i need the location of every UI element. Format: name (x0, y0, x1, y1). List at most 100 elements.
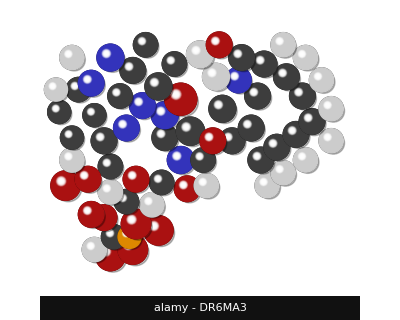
Circle shape (124, 231, 128, 236)
Circle shape (60, 180, 62, 182)
Circle shape (234, 50, 249, 65)
Circle shape (60, 180, 71, 191)
Circle shape (134, 222, 138, 226)
Circle shape (288, 126, 296, 135)
Circle shape (48, 100, 71, 124)
Circle shape (122, 197, 124, 199)
Circle shape (236, 52, 240, 56)
Circle shape (327, 137, 328, 138)
Circle shape (206, 68, 226, 86)
Circle shape (173, 152, 189, 168)
Circle shape (116, 92, 124, 100)
Circle shape (122, 239, 143, 260)
Circle shape (176, 155, 186, 165)
Circle shape (118, 235, 148, 264)
Circle shape (65, 153, 72, 159)
Circle shape (78, 70, 104, 96)
Circle shape (172, 151, 190, 169)
Circle shape (98, 134, 110, 147)
Circle shape (92, 129, 116, 153)
Circle shape (250, 150, 271, 170)
Circle shape (152, 173, 171, 191)
Circle shape (68, 133, 70, 135)
Circle shape (275, 165, 284, 173)
Circle shape (141, 41, 150, 49)
Circle shape (177, 179, 198, 199)
Circle shape (142, 195, 162, 214)
Circle shape (250, 89, 257, 95)
Circle shape (171, 60, 178, 68)
Circle shape (122, 60, 143, 81)
Circle shape (111, 87, 129, 105)
Circle shape (279, 40, 280, 42)
Circle shape (251, 150, 275, 174)
Circle shape (292, 86, 313, 106)
Circle shape (214, 101, 230, 117)
Circle shape (269, 140, 284, 155)
Circle shape (115, 91, 125, 101)
Circle shape (154, 82, 155, 83)
Circle shape (280, 70, 293, 83)
Circle shape (178, 119, 202, 143)
Circle shape (215, 40, 216, 42)
Circle shape (110, 166, 111, 167)
Circle shape (106, 229, 122, 245)
Circle shape (67, 133, 70, 135)
Circle shape (101, 157, 120, 176)
Circle shape (216, 103, 220, 107)
Circle shape (128, 244, 138, 255)
Circle shape (326, 103, 337, 114)
Circle shape (325, 103, 330, 107)
Circle shape (87, 243, 94, 249)
Circle shape (248, 86, 272, 110)
Circle shape (68, 156, 69, 157)
Circle shape (133, 96, 152, 115)
Circle shape (124, 61, 142, 79)
Circle shape (173, 91, 179, 98)
Circle shape (198, 155, 209, 165)
Circle shape (227, 136, 230, 138)
Circle shape (277, 67, 300, 91)
Circle shape (324, 133, 338, 148)
Circle shape (154, 175, 161, 182)
Circle shape (89, 110, 100, 120)
Circle shape (83, 206, 92, 215)
Circle shape (160, 132, 162, 135)
Circle shape (326, 136, 329, 139)
Circle shape (103, 227, 124, 247)
Circle shape (88, 80, 94, 86)
Circle shape (202, 159, 204, 161)
Circle shape (211, 72, 221, 82)
Circle shape (98, 180, 122, 204)
Circle shape (138, 101, 140, 103)
Circle shape (170, 59, 172, 61)
Circle shape (48, 100, 71, 124)
Circle shape (206, 67, 226, 87)
Circle shape (169, 59, 173, 62)
Circle shape (296, 89, 302, 95)
Circle shape (256, 56, 264, 64)
Circle shape (103, 159, 111, 167)
Circle shape (314, 73, 322, 80)
Circle shape (87, 210, 88, 211)
Circle shape (82, 205, 105, 228)
Circle shape (104, 228, 123, 246)
Circle shape (176, 155, 178, 157)
Circle shape (304, 114, 312, 122)
Circle shape (282, 72, 283, 74)
Circle shape (295, 89, 310, 103)
Circle shape (108, 231, 112, 235)
Circle shape (121, 196, 124, 199)
Circle shape (125, 242, 132, 249)
Circle shape (148, 201, 149, 202)
Circle shape (99, 244, 122, 268)
Circle shape (53, 106, 58, 111)
Circle shape (154, 104, 176, 126)
Circle shape (86, 242, 95, 250)
Circle shape (233, 49, 242, 58)
Circle shape (152, 224, 165, 237)
Circle shape (200, 179, 213, 192)
Circle shape (237, 53, 238, 54)
Circle shape (130, 218, 142, 230)
Circle shape (175, 154, 179, 158)
